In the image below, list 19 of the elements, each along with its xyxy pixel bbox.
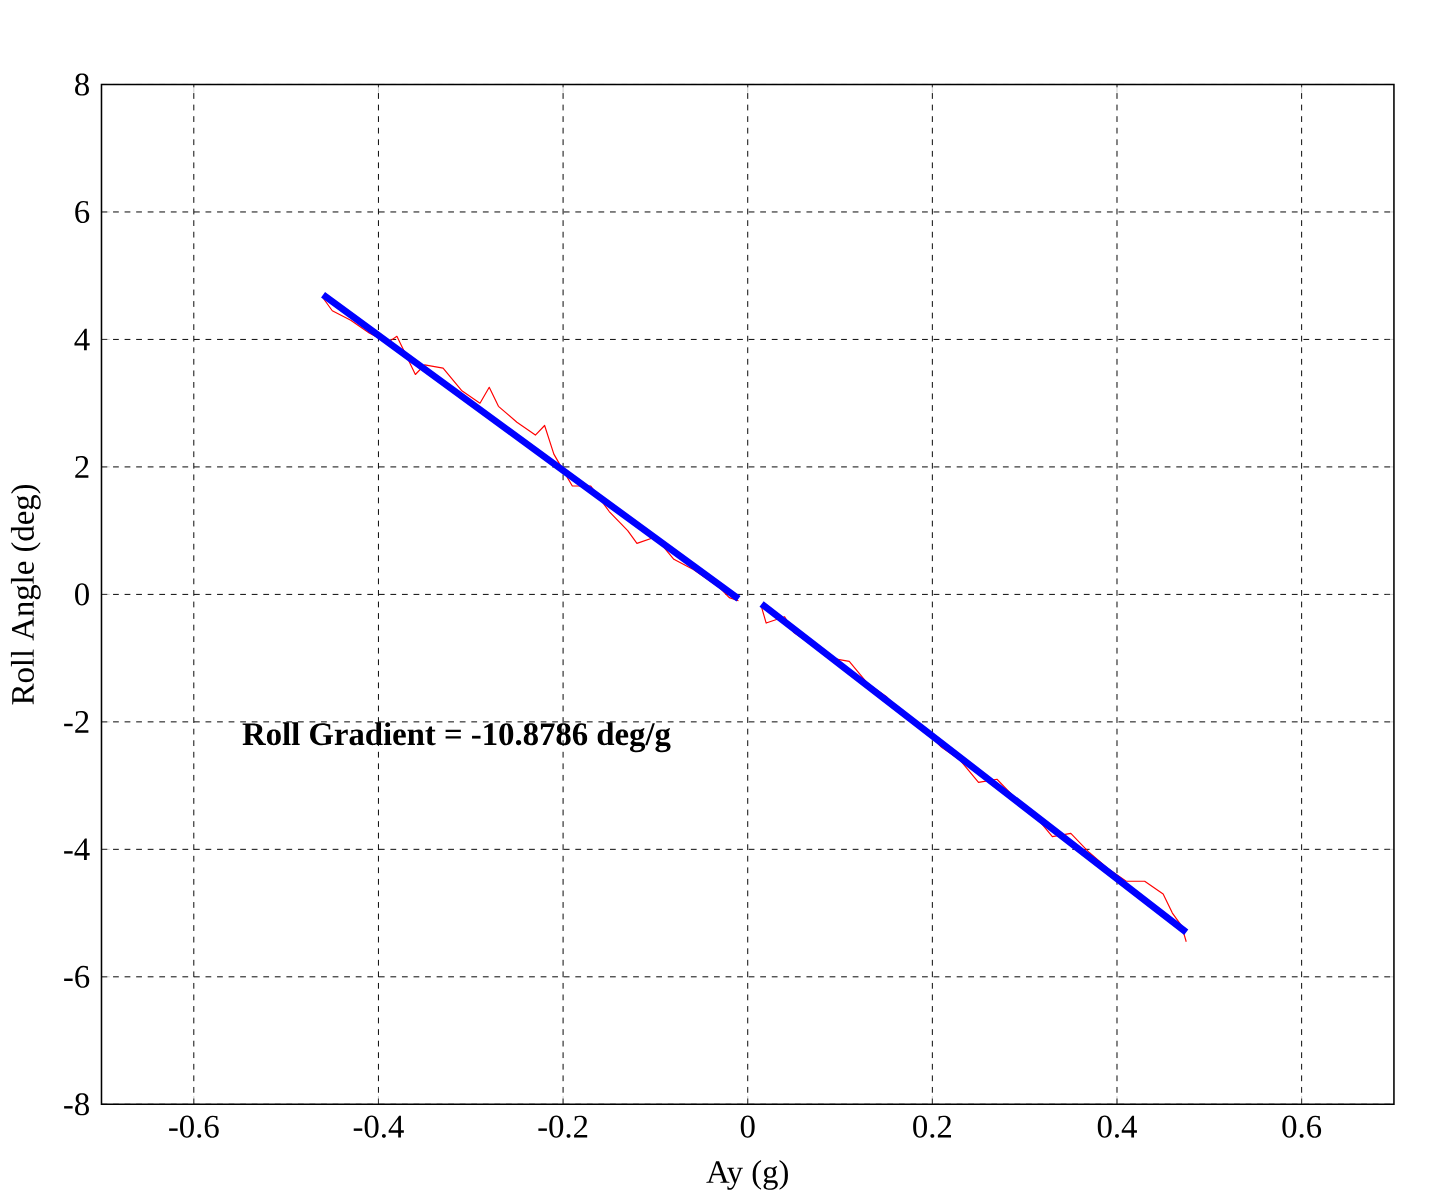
y-tick-label: -8 <box>64 1093 89 1116</box>
y-tick-label: -2 <box>64 711 89 733</box>
x-tick-label: 0.4 <box>1097 1115 1137 1138</box>
x-tick-label: -0.2 <box>538 1115 588 1138</box>
y-tick-label: 2 <box>75 456 89 478</box>
x-tick-label: 0.2 <box>913 1115 952 1138</box>
y-tick-label: -6 <box>64 965 90 988</box>
y-tick-label: 4 <box>74 328 90 351</box>
annotation: Roll Gradient = -10.8786 deg/g <box>242 722 671 753</box>
y-axis-title: Roll Angle (deg) <box>10 485 41 705</box>
y-tick-label: -4 <box>64 838 90 861</box>
x-axis-title: Ay (g) <box>706 1160 788 1190</box>
x-tick-label: 0.6 <box>1282 1115 1322 1138</box>
x-tick-label: 0 <box>740 1115 755 1138</box>
y-tick-label: 0 <box>75 583 89 606</box>
y-tick-label: 8 <box>75 73 89 96</box>
x-tick-label: -0.4 <box>353 1115 404 1138</box>
x-tick-label: -0.6 <box>169 1115 219 1138</box>
y-tick-label: 6 <box>75 201 90 224</box>
